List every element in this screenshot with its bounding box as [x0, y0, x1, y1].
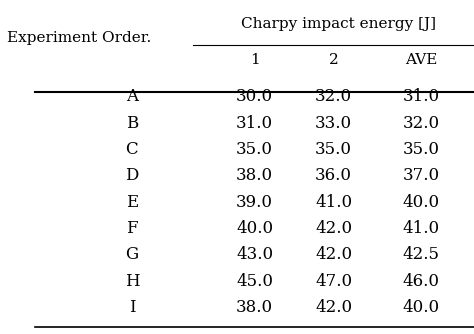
Text: H: H	[125, 273, 139, 290]
Text: 41.0: 41.0	[315, 194, 352, 211]
Text: 40.0: 40.0	[403, 194, 440, 211]
Text: 42.0: 42.0	[315, 220, 352, 237]
Text: F: F	[126, 220, 137, 237]
Text: 45.0: 45.0	[236, 273, 273, 290]
Text: 30.0: 30.0	[236, 89, 273, 105]
Text: 32.0: 32.0	[403, 115, 440, 132]
Text: B: B	[126, 115, 138, 132]
Text: 37.0: 37.0	[403, 167, 440, 184]
Text: 39.0: 39.0	[236, 194, 273, 211]
Text: 33.0: 33.0	[315, 115, 352, 132]
Text: 46.0: 46.0	[403, 273, 440, 290]
Text: 41.0: 41.0	[403, 220, 440, 237]
Text: 35.0: 35.0	[315, 141, 352, 158]
Text: 35.0: 35.0	[236, 141, 273, 158]
Text: 47.0: 47.0	[315, 273, 352, 290]
Text: 42.0: 42.0	[315, 246, 352, 263]
Text: G: G	[125, 246, 138, 263]
Text: I: I	[128, 299, 135, 316]
Text: 31.0: 31.0	[236, 115, 273, 132]
Text: 40.0: 40.0	[403, 299, 440, 316]
Text: 40.0: 40.0	[236, 220, 273, 237]
Text: A: A	[126, 89, 138, 105]
Text: 38.0: 38.0	[236, 167, 273, 184]
Text: 43.0: 43.0	[236, 246, 273, 263]
Text: 42.5: 42.5	[403, 246, 440, 263]
Text: Experiment Order.: Experiment Order.	[7, 31, 151, 45]
Text: 31.0: 31.0	[403, 89, 440, 105]
Text: 35.0: 35.0	[403, 141, 440, 158]
Text: D: D	[125, 167, 138, 184]
Text: 2: 2	[329, 53, 338, 67]
Text: AVE: AVE	[405, 53, 438, 67]
Text: 32.0: 32.0	[315, 89, 352, 105]
Text: 38.0: 38.0	[236, 299, 273, 316]
Text: 1: 1	[250, 53, 260, 67]
Text: 42.0: 42.0	[315, 299, 352, 316]
Text: E: E	[126, 194, 138, 211]
Text: Charpy impact energy [J]: Charpy impact energy [J]	[240, 17, 436, 31]
Text: 36.0: 36.0	[315, 167, 352, 184]
Text: C: C	[126, 141, 138, 158]
